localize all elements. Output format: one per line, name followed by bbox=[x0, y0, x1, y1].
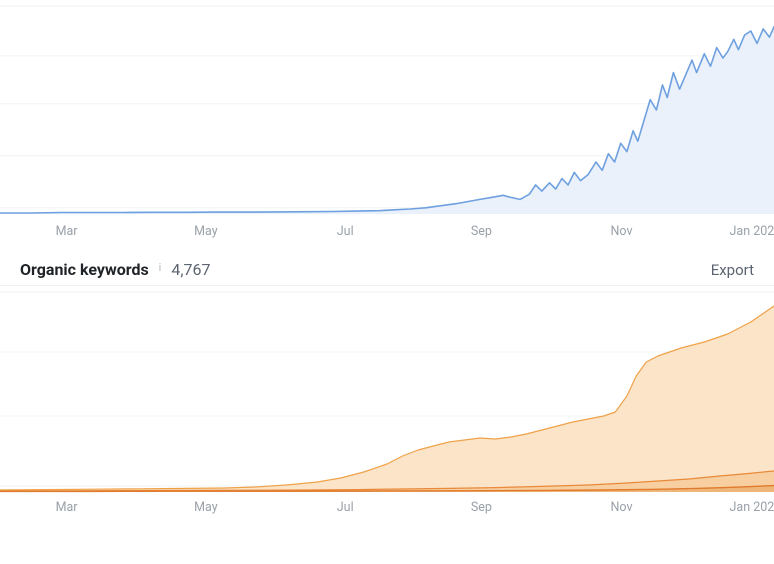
x-axis-label: Sep bbox=[471, 500, 492, 515]
x-axis-label: Mar bbox=[56, 224, 78, 239]
top-x-axis: Mar May Jul Sep Nov Jan 2022 bbox=[0, 224, 774, 246]
bottom-x-axis: Mar May Jul Sep Nov Jan 2022 bbox=[0, 500, 774, 522]
x-axis-label: Jul bbox=[337, 500, 354, 515]
bottom-chart-svg bbox=[0, 286, 774, 496]
top-chart-block: Mar May Jul Sep Nov Jan 2022 bbox=[0, 0, 774, 250]
x-axis-label: May bbox=[194, 500, 218, 515]
keywords-header: Organic keywords i 4,767 Export bbox=[0, 250, 774, 286]
x-axis-label: Nov bbox=[611, 500, 633, 515]
keywords-title: Organic keywords bbox=[20, 260, 149, 279]
keywords-header-left: Organic keywords i 4,767 bbox=[20, 260, 210, 279]
x-axis-label: Jan 2022 bbox=[730, 500, 774, 515]
x-axis-label: Jan 2022 bbox=[730, 224, 774, 239]
x-axis-label: Sep bbox=[471, 224, 492, 239]
x-axis-label: Mar bbox=[56, 500, 78, 515]
x-axis-label: May bbox=[194, 224, 218, 239]
info-icon[interactable]: i bbox=[159, 261, 162, 274]
bottom-chart-block: Mar May Jul Sep Nov Jan 2022 bbox=[0, 286, 774, 526]
x-axis-label: Nov bbox=[611, 224, 633, 239]
x-axis-label: Jul bbox=[337, 224, 354, 239]
keywords-value: 4,767 bbox=[171, 260, 210, 279]
top-chart-svg bbox=[0, 0, 774, 220]
export-button[interactable]: Export bbox=[711, 261, 754, 279]
